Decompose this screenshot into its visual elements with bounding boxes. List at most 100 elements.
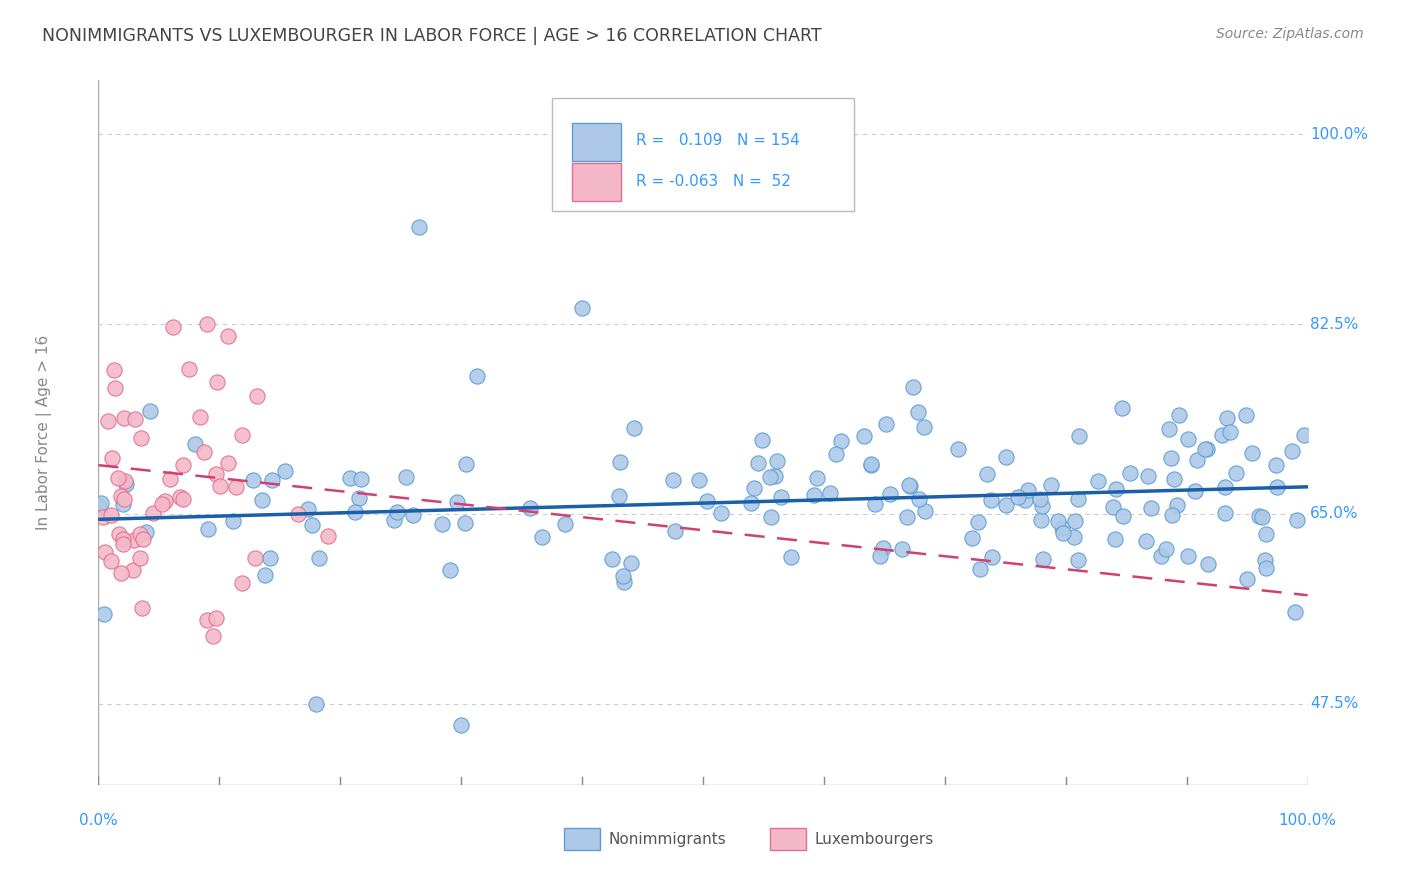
Point [305,697,328,711]
Point [217,456,239,470]
Point [385,506,408,520]
Point [661,473,683,487]
Point [1211,427,1233,442]
Point [976,467,998,481]
Point [554,517,576,532]
Point [231,428,253,442]
Point [1139,500,1161,515]
Point [600,552,623,566]
Point [830,434,852,448]
Point [112,536,135,550]
Point [93,607,115,621]
Point [803,488,825,502]
Text: 47.5%: 47.5% [1310,696,1358,711]
Point [1225,466,1247,480]
Point [1007,491,1029,505]
Point [188,410,211,425]
Point [860,457,883,471]
Point [763,469,786,483]
Point [150,497,173,511]
Point [112,497,135,511]
Point [1154,541,1177,556]
Text: Nonimmigrants: Nonimmigrants [609,831,727,847]
Point [169,490,191,504]
Point [1216,411,1239,425]
Point [872,541,894,555]
Point [907,405,929,419]
Point [1017,483,1039,498]
Point [907,492,929,507]
Point [1197,442,1219,456]
Point [1194,442,1216,456]
Text: NONIMMIGRANTS VS LUXEMBOURGER IN LABOR FORCE | AGE > 16 CORRELATION CHART: NONIMMIGRANTS VS LUXEMBOURGER IN LABOR F… [42,27,821,45]
Point [135,524,157,539]
Point [1067,552,1090,566]
Point [316,528,339,542]
Point [1256,561,1278,575]
Point [1104,532,1126,546]
Point [1064,514,1087,528]
Point [1050,521,1073,535]
Point [162,320,184,334]
Point [1213,480,1236,494]
Point [759,469,782,483]
Point [104,381,127,395]
Point [243,550,266,565]
Point [172,458,194,472]
Point [122,533,145,548]
Point [172,491,194,506]
Point [260,473,283,487]
Point [853,429,876,443]
Text: Luxembourgers: Luxembourgers [814,831,934,847]
Point [696,493,718,508]
Point [217,329,239,343]
Point [250,492,273,507]
Point [1067,491,1090,506]
Point [1285,513,1308,527]
Point [1137,469,1160,483]
Point [519,501,541,516]
Point [890,542,912,557]
Point [571,301,593,315]
Point [1197,557,1219,571]
Point [898,479,921,493]
Point [350,472,373,486]
Point [231,576,253,591]
Point [969,562,991,576]
Text: Source: ZipAtlas.com: Source: ZipAtlas.com [1216,27,1364,41]
Point [1112,508,1135,523]
Point [131,431,153,445]
Point [1247,508,1270,523]
Point [107,471,129,485]
Text: 100.0%: 100.0% [1310,127,1368,142]
Point [1029,491,1052,506]
Text: 100.0%: 100.0% [1278,814,1337,828]
Point [1150,549,1173,564]
Point [1135,533,1157,548]
Point [620,556,643,570]
Point [688,473,710,487]
Point [1236,572,1258,586]
Point [301,518,323,533]
Point [879,487,901,501]
Point [242,473,264,487]
Point [623,421,645,435]
Point [664,524,686,538]
Point [97,414,120,428]
Point [347,491,370,506]
Point [465,368,488,383]
Point [90,496,112,510]
Point [1047,514,1070,528]
Point [960,532,983,546]
Point [124,412,146,426]
Text: 82.5%: 82.5% [1310,317,1358,332]
Point [87,499,110,513]
Point [1102,500,1125,515]
Point [1067,428,1090,442]
Point [1284,605,1306,619]
Point [193,444,215,458]
Point [114,474,136,488]
Point [1234,409,1257,423]
Point [770,490,793,504]
Point [197,523,219,537]
